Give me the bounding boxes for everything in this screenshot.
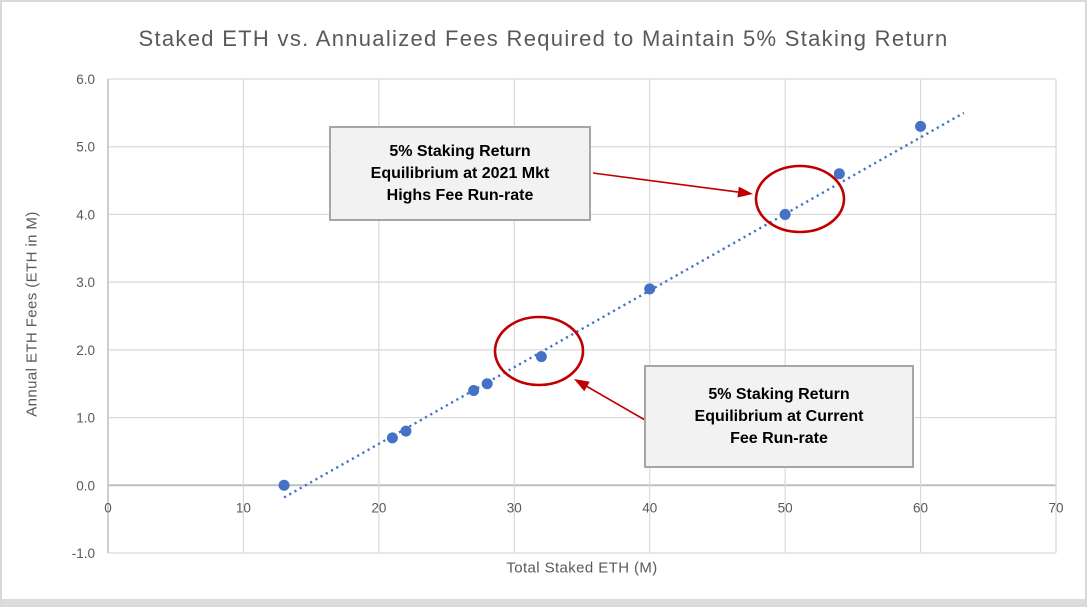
y-tick-label: 0.0	[76, 478, 95, 493]
x-tick-label: 50	[778, 500, 793, 515]
highlight-ellipse	[493, 315, 585, 387]
data-point[interactable]	[400, 425, 412, 437]
data-point[interactable]	[278, 479, 290, 491]
data-point[interactable]	[644, 283, 656, 295]
tick-labels: -1.0 0.0 1.0 2.0 3.0 4.0 5.0 6.0 0 10 20 30 40 50 60 70	[72, 72, 1064, 561]
data-point[interactable]	[779, 208, 791, 220]
callout-text-line: Highs Fee Run-rate	[386, 186, 534, 204]
callout-text-line: 5% Staking Return	[708, 385, 850, 403]
callout-text-line: Fee Run-rate	[730, 429, 828, 447]
x-tick-label: 20	[371, 500, 386, 515]
y-tick-label: 3.0	[76, 275, 95, 290]
y-tick-label: 5.0	[76, 140, 95, 155]
y-tick-label: 6.0	[76, 72, 95, 87]
data-point[interactable]	[833, 168, 845, 180]
scatter-points	[278, 120, 927, 491]
x-tick-label: 0	[104, 500, 112, 515]
callout-text-line: Equilibrium at Current	[694, 407, 864, 425]
bottom-edge-strip	[2, 599, 1085, 605]
callout-arrow-line	[584, 384, 646, 421]
x-tick-label: 30	[507, 500, 522, 515]
x-tick-label: 40	[642, 500, 657, 515]
callout-arrow-head	[737, 186, 753, 198]
callout-2021-mkt-highs[interactable]: 5% Staking Return Equilibrium at 2021 Mk…	[329, 126, 591, 221]
y-tick-label: 2.0	[76, 343, 95, 358]
x-tick-label: 70	[1048, 500, 1063, 515]
y-tick-label: -1.0	[72, 546, 95, 561]
trendline-dotted	[283, 111, 965, 499]
data-point[interactable]	[386, 432, 398, 444]
callout-arrow-line	[592, 172, 741, 194]
data-point[interactable]	[915, 120, 927, 132]
data-point[interactable]	[481, 378, 493, 390]
x-axis-title: Total Staked ETH (M)	[506, 559, 658, 577]
x-tick-label: 10	[236, 500, 251, 515]
highlight-ellipse	[754, 164, 846, 234]
chart-title: Staked ETH vs. Annualized Fees Required …	[138, 26, 949, 51]
callout-text-line: Equilibrium at 2021 Mkt	[370, 164, 550, 182]
data-point[interactable]	[468, 384, 480, 396]
y-tick-label: 1.0	[76, 411, 95, 426]
callout-arrow-head	[574, 379, 590, 392]
callout-current-fee-runrate[interactable]: 5% Staking Return Equilibrium at Current…	[644, 365, 914, 468]
data-point[interactable]	[535, 351, 547, 363]
y-tick-label: 4.0	[76, 207, 95, 222]
x-tick-label: 60	[913, 500, 928, 515]
callout-text-line: 5% Staking Return	[389, 142, 531, 160]
